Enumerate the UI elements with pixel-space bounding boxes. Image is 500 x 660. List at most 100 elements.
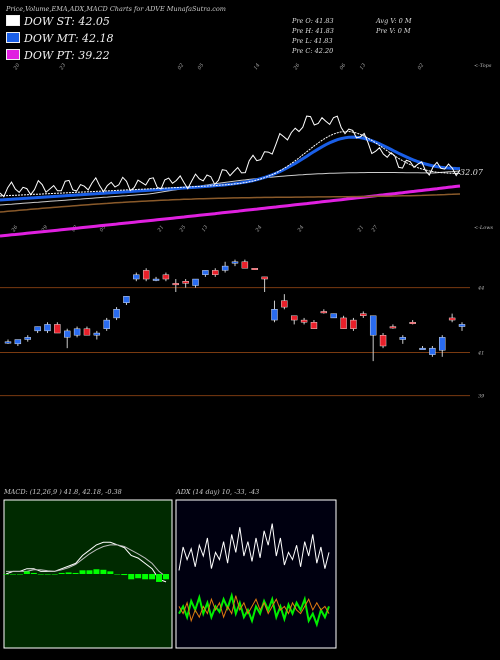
candle-body (300, 319, 308, 323)
candle-body (291, 315, 298, 321)
macd-histogram-bar (79, 570, 86, 574)
level-label: 41 (477, 350, 484, 356)
candle-body (241, 261, 249, 269)
candle-body (261, 276, 268, 280)
date-label-bottom: 21 (356, 224, 365, 233)
candle-body (409, 322, 416, 324)
ema-value-label: 32.07 (460, 168, 484, 177)
macd-histogram-bar (23, 571, 30, 574)
stat-pre-volume: Pre V: 0 M (376, 27, 411, 35)
macd-histogram-bar (9, 574, 16, 575)
candle-body (281, 300, 288, 308)
candle-body (182, 281, 189, 284)
macd-histogram-bar (3, 574, 9, 575)
level-label: 44 (477, 286, 484, 292)
adx-title: ADX (14 day) 10, -33, -43 (175, 488, 259, 496)
stat-pre-high: Pre H: 41.83 (292, 27, 334, 35)
ema-dotted-line (0, 131, 460, 197)
macd-histogram-bar (37, 574, 44, 575)
candle-body (103, 319, 110, 329)
candle-body (429, 347, 436, 355)
candle-body (34, 326, 41, 332)
date-label-bottom: 26 (10, 224, 20, 234)
date-label-top: 13 (359, 62, 368, 71)
candle-body (202, 270, 209, 275)
candle-body (113, 309, 120, 319)
legend-swatch-mt (6, 32, 20, 43)
candle-body (73, 328, 81, 336)
macd-histogram-bar (58, 572, 65, 574)
corner-tops-label: <-Tops (474, 63, 492, 69)
macd-line (6, 544, 167, 578)
legend-dow-mt-label: DOW MT: 42.18 (24, 32, 114, 45)
candle-body (448, 317, 456, 321)
date-label-top: 02 (417, 62, 426, 71)
candle-body (419, 347, 426, 350)
candle-body (54, 324, 61, 334)
candle-body (212, 270, 219, 275)
level-label: 39 (478, 394, 485, 400)
candle-body (64, 330, 71, 338)
macd-histogram-bar (86, 570, 93, 574)
legend-dow-st-label: DOW ST: 42.05 (24, 15, 110, 28)
ema-short-line (0, 115, 461, 198)
macd-histogram-bar (44, 574, 51, 575)
candle-body (93, 332, 101, 336)
macd-histogram-bar (156, 574, 163, 582)
candle-body (221, 265, 229, 271)
legend-dow-mt: DOW MT: 42.18 (6, 32, 114, 45)
macd-histogram-bar (142, 574, 149, 580)
ema-brown-line (0, 193, 461, 213)
candle-body (251, 268, 258, 270)
date-label-bottom: 05 (99, 224, 108, 233)
candle-body (369, 315, 377, 336)
ema-panel: <-Tops <-Lows 32.07 20 23 02 05 14 26 06 13 02 26 29 0… (0, 62, 493, 238)
macd-panel: MACD: (12,26,9 ) 41.8, 42.18, -0.38 (3, 488, 173, 649)
ema-long-line (0, 184, 461, 238)
candle-body (350, 319, 357, 329)
date-label-top: 26 (292, 62, 302, 72)
chart-title: Price,Volume,EMA,ADX,MACD Charts for ADV… (6, 5, 226, 13)
candle-body (271, 309, 278, 321)
candle-body (14, 339, 22, 345)
candle-body (360, 313, 367, 316)
macd-histogram-bar (107, 571, 114, 574)
candle-body (439, 337, 446, 351)
corner-lows-label: <-Lows (474, 225, 493, 231)
date-label-bottom: 25 (178, 224, 187, 233)
date-label-top: 14 (253, 62, 262, 71)
macd-histogram-bar (93, 569, 100, 574)
legend-dow-pt: DOW PT: 39.22 (6, 49, 110, 62)
macd-histogram-bar (72, 572, 79, 574)
stat-pre-low: Pre L: 41.83 (292, 37, 333, 45)
ema-gray-line (0, 170, 461, 206)
adx-line (178, 591, 330, 628)
candle-body (399, 337, 406, 340)
candle-body (24, 337, 31, 340)
stat-pre-close: Pre C: 42.20 (292, 47, 334, 55)
stat-avg-volume: Avg V: 0 M (376, 17, 412, 25)
candle-body (44, 324, 51, 332)
candle-body (162, 274, 170, 280)
legend-swatch-pt (6, 49, 20, 60)
adx-panel: ADX (14 day) 10, -33, -43 (175, 488, 337, 649)
stat-pre-open: Pre O: 41.83 (292, 17, 334, 25)
date-label-bottom: 29 (40, 224, 50, 234)
date-label-bottom: 24 (296, 224, 305, 233)
date-label-top: 23 (58, 62, 67, 71)
macd-histogram-bar (16, 574, 23, 575)
candle-body (389, 326, 397, 329)
candle-body (152, 278, 160, 281)
candle-body (458, 324, 466, 327)
date-label-bottom: 27 (370, 224, 380, 234)
candle-body (83, 328, 91, 336)
candle-body (320, 311, 328, 314)
macd-line (5, 541, 167, 583)
adx-line (178, 595, 330, 623)
date-label-top: 05 (197, 62, 206, 71)
date-label-top: 20 (12, 62, 22, 72)
candle-body (142, 270, 150, 280)
candle-body (231, 261, 239, 264)
macd-histogram-bar (114, 574, 121, 575)
